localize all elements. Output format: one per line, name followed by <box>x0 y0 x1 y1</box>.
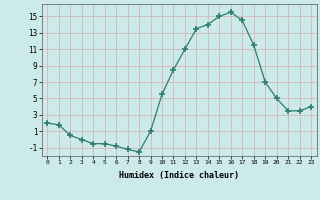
X-axis label: Humidex (Indice chaleur): Humidex (Indice chaleur) <box>119 171 239 180</box>
